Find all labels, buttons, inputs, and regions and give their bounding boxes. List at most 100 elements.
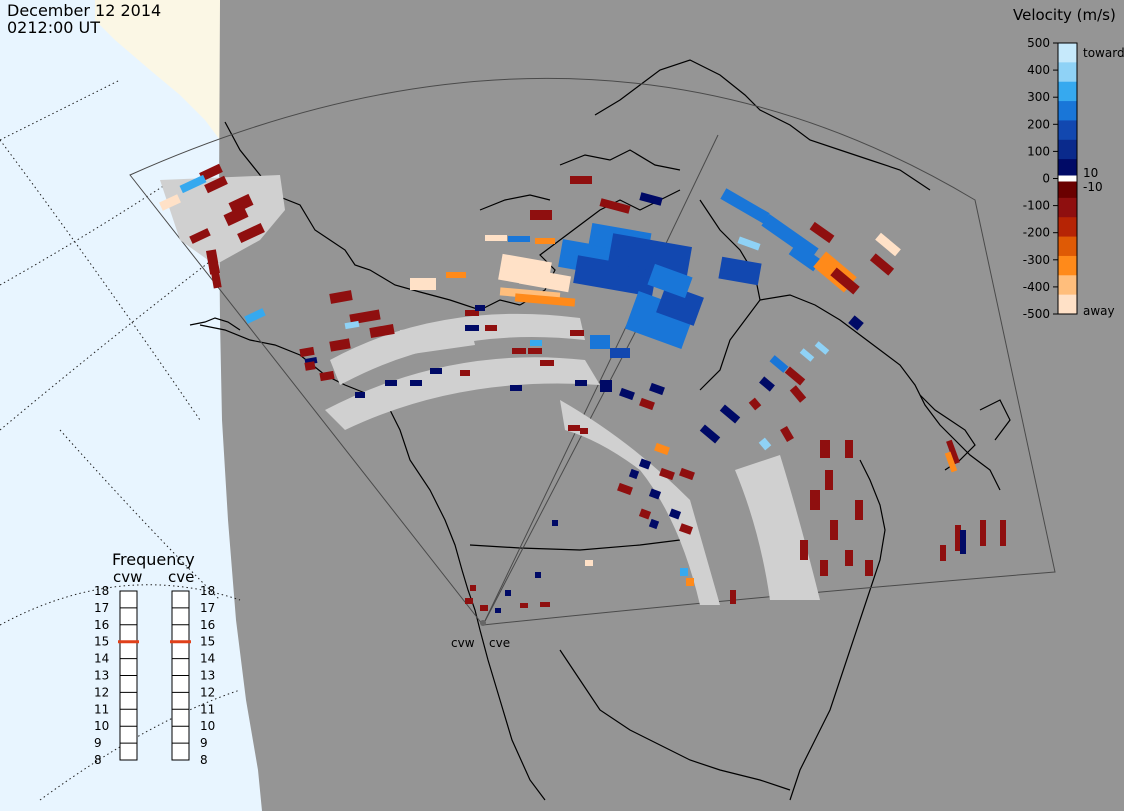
scatter-cell bbox=[369, 323, 395, 339]
scatter-cell bbox=[845, 550, 853, 566]
frequency-scale-label: 18 bbox=[200, 584, 215, 598]
scatter-cell bbox=[656, 284, 704, 326]
scatter-cell bbox=[848, 315, 864, 331]
legend-swatch bbox=[1058, 101, 1077, 121]
scatter-cell bbox=[465, 325, 479, 331]
scatter-cell bbox=[619, 387, 635, 401]
scatter-cell bbox=[204, 175, 228, 194]
scatter-cell bbox=[385, 380, 397, 386]
scatter-cell bbox=[649, 382, 665, 396]
velocity-legend: Velocity (m/s) 500 400 300 200 100 0 -100 -200 -… bbox=[1013, 6, 1124, 321]
scatter-cell bbox=[748, 397, 762, 411]
scatter-cell bbox=[845, 440, 853, 458]
scatter-cell bbox=[638, 458, 652, 470]
scatter-cell bbox=[299, 346, 315, 358]
legend-swatch bbox=[1058, 255, 1077, 276]
scatter-cell bbox=[825, 470, 833, 490]
scatter-cell bbox=[679, 467, 695, 481]
frequency-scale-label: 16 bbox=[200, 618, 215, 632]
scatter-cell bbox=[465, 310, 479, 316]
scatter-cell bbox=[784, 366, 806, 386]
frequency-scale-label: 8 bbox=[94, 753, 102, 767]
frequency-scale-label: 15 bbox=[94, 635, 109, 649]
legend-tick-label: -300 bbox=[1023, 253, 1050, 267]
scatter-cell bbox=[430, 368, 442, 374]
legend-swatch bbox=[1058, 275, 1077, 296]
scatter-cell bbox=[580, 428, 588, 434]
scatter-cell bbox=[814, 341, 830, 355]
frequency-scales: 18 17 16 15 14 13 12 11 10 9 8 18 17 16 15 14 13 12 11 10 9 8 bbox=[94, 584, 215, 767]
radar-label-cvw: cvw bbox=[451, 636, 475, 650]
scatter-cell bbox=[820, 440, 830, 458]
frequency-scale-label: 11 bbox=[200, 702, 215, 716]
scatter-cell bbox=[514, 293, 576, 307]
scatter-cell bbox=[329, 290, 353, 304]
scatter-cell bbox=[535, 572, 541, 578]
time-label: 0212:00 UT bbox=[7, 18, 100, 37]
legend-tick-label: -100 bbox=[1023, 199, 1050, 213]
legend-toward-label: toward bbox=[1083, 46, 1124, 60]
frequency-scale-label: 10 bbox=[94, 719, 109, 733]
velocity-cells bbox=[159, 163, 1006, 613]
legend-swatch bbox=[1058, 120, 1077, 141]
scatter-cell bbox=[570, 330, 584, 336]
frequency-scale-label: 17 bbox=[200, 601, 215, 615]
frequency-scale-label: 12 bbox=[94, 685, 109, 699]
scatter-cell bbox=[659, 467, 675, 481]
scatter-cell bbox=[718, 256, 762, 286]
legend-title: Velocity (m/s) bbox=[1013, 6, 1116, 24]
scatter-cell bbox=[955, 525, 961, 551]
radar-label-cve: cve bbox=[489, 636, 510, 650]
scatter-cell bbox=[628, 468, 640, 480]
scatter-cell bbox=[223, 205, 249, 227]
scatter-cell bbox=[800, 540, 808, 560]
scatter-cell bbox=[540, 602, 550, 607]
coastlines bbox=[189, 59, 1011, 801]
scatter-cell bbox=[680, 568, 688, 576]
scatter-cell bbox=[329, 338, 351, 352]
scatter-cell bbox=[865, 560, 873, 576]
scatter-cell bbox=[608, 233, 692, 277]
scatter-cell bbox=[520, 603, 528, 608]
scatter-cell bbox=[599, 198, 631, 214]
legend-swatch bbox=[1058, 217, 1077, 238]
scatter-cell bbox=[530, 340, 542, 346]
scatter-cell bbox=[1000, 520, 1006, 546]
legend-zero-band bbox=[1058, 175, 1077, 182]
legend-swatch bbox=[1058, 236, 1077, 257]
scatter-cell bbox=[228, 193, 254, 215]
scatter-cell bbox=[244, 308, 266, 324]
alaska-daylit-land bbox=[95, 0, 220, 140]
scatter-cell bbox=[686, 578, 694, 586]
scatter-cell bbox=[799, 348, 815, 362]
scatter-cell bbox=[855, 500, 863, 520]
ground-scatter bbox=[160, 175, 820, 605]
scatter-cell bbox=[600, 380, 612, 392]
scatter-cell bbox=[946, 439, 960, 465]
graticule bbox=[0, 79, 241, 801]
legend-swatch bbox=[1058, 197, 1077, 218]
scatter-cell bbox=[960, 530, 966, 554]
scatter-cell bbox=[530, 210, 552, 220]
scatter-cell bbox=[179, 174, 207, 194]
legend-marker-plus10: 10 bbox=[1083, 166, 1098, 180]
scatter-cell bbox=[304, 361, 316, 371]
scatter-cell bbox=[769, 355, 789, 373]
scatter-cell bbox=[940, 545, 946, 561]
scatter-cell bbox=[590, 335, 610, 349]
scatter-cell bbox=[344, 320, 360, 330]
scatter-cell bbox=[699, 424, 721, 444]
scatter-cell bbox=[465, 598, 473, 604]
scatter-cell bbox=[199, 163, 223, 182]
scatter-cell bbox=[410, 380, 422, 386]
frequency-scale-label: 11 bbox=[94, 702, 109, 716]
frequency-scale-label: 14 bbox=[94, 652, 109, 666]
scatter-cell bbox=[944, 451, 958, 473]
frequency-scale-label: 14 bbox=[200, 652, 215, 666]
scatter-cell bbox=[355, 392, 365, 398]
radar-site-marker bbox=[480, 620, 486, 626]
scatter-cell bbox=[830, 267, 860, 295]
legend-tick-label: 400 bbox=[1027, 63, 1050, 77]
scatter-cell bbox=[830, 520, 838, 540]
